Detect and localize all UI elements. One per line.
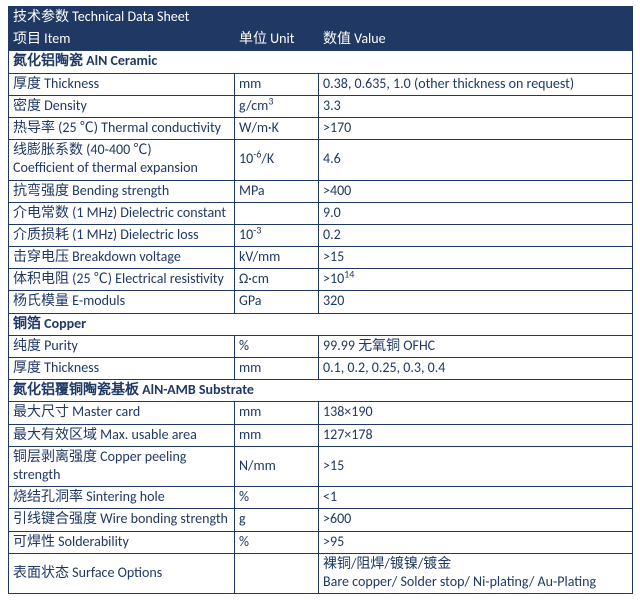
table-row: 最大尺寸 Master cardmm138×190 — [9, 402, 633, 424]
cell-value: 127×178 — [319, 424, 633, 446]
cell-unit: mm — [235, 402, 319, 424]
cell-unit — [235, 202, 319, 224]
table-row: 线膨胀系数 (40-400 ℃)Coefficient of thermal e… — [9, 140, 633, 180]
cell-item: 抗弯强度 Bending strength — [9, 180, 235, 202]
cell-value: <1 — [319, 487, 633, 509]
cell-unit: % — [235, 335, 319, 357]
cell-unit: 10-3 — [235, 224, 319, 246]
table-row: 击穿电压 Breakdown voltagekV/mm>15 — [9, 247, 633, 269]
cell-value: 138×190 — [319, 402, 633, 424]
section-heading: 氮化铝陶瓷 AlN Ceramic — [9, 51, 633, 73]
column-header-value: 数值 Value — [319, 29, 633, 51]
cell-item: 厚度 Thickness — [9, 358, 235, 380]
cell-item: 热导率 (25 ℃) Thermal conductivity — [9, 117, 235, 139]
technical-data-sheet-table: 技术参数 Technical Data Sheet项目 Item单位 Unit数… — [8, 6, 633, 594]
cell-item: 最大有效区域 Max. usable area — [9, 424, 235, 446]
table-row: 介电常数 (1 MHz) Dielectric constant 9.0 — [9, 202, 633, 224]
table-row: 引线键合强度 Wire bonding strengthg>600 — [9, 509, 633, 531]
cell-value: 99.99 无氧铜 OFHC — [319, 335, 633, 357]
cell-unit: mm — [235, 358, 319, 380]
section-heading: 氮化铝覆铜陶瓷基板 AlN-AMB Substrate — [9, 380, 633, 402]
cell-item: 烧结孔洞率 Sintering hole — [9, 487, 235, 509]
cell-unit — [235, 553, 319, 593]
cell-unit: GPa — [235, 291, 319, 313]
cell-value: >400 — [319, 180, 633, 202]
cell-value: 0.38, 0.635, 1.0 (other thickness on req… — [319, 73, 633, 95]
cell-unit: mm — [235, 424, 319, 446]
cell-value: >170 — [319, 117, 633, 139]
table-row: 密度 Densityg/cm33.3 — [9, 95, 633, 117]
cell-unit: Ω·cm — [235, 269, 319, 291]
cell-value: >15 — [319, 446, 633, 486]
cell-item: 体积电阻 (25 ℃) Electrical resistivity — [9, 269, 235, 291]
cell-value: 9.0 — [319, 202, 633, 224]
table-row: 热导率 (25 ℃) Thermal conductivityW/m·K>170 — [9, 117, 633, 139]
cell-unit: W/m·K — [235, 117, 319, 139]
cell-item: 最大尺寸 Master card — [9, 402, 235, 424]
cell-unit: g — [235, 509, 319, 531]
cell-value: >1014 — [319, 269, 633, 291]
cell-item: 介电常数 (1 MHz) Dielectric constant — [9, 202, 235, 224]
section-heading: 铜箔 Copper — [9, 313, 633, 335]
cell-value: 裸铜/阻焊/镀镍/镀金Bare copper/ Solder stop/ Ni-… — [319, 553, 633, 593]
table-row: 杨氏模量 E-modulsGPa320 — [9, 291, 633, 313]
cell-item: 线膨胀系数 (40-400 ℃)Coefficient of thermal e… — [9, 140, 235, 180]
cell-unit: kV/mm — [235, 247, 319, 269]
cell-value: 0.1, 0.2, 0.25, 0.3, 0.4 — [319, 358, 633, 380]
cell-unit: 10-6/K — [235, 140, 319, 180]
table-row: 厚度 Thicknessmm0.1, 0.2, 0.25, 0.3, 0.4 — [9, 358, 633, 380]
cell-item: 击穿电压 Breakdown voltage — [9, 247, 235, 269]
cell-unit: % — [235, 487, 319, 509]
sheet-title: 技术参数 Technical Data Sheet — [9, 7, 633, 29]
table-row: 可焊性 Solderability%>95 — [9, 531, 633, 553]
column-header-unit: 单位 Unit — [235, 29, 319, 51]
table-row: 表面状态 Surface Options 裸铜/阻焊/镀镍/镀金Bare copp… — [9, 553, 633, 593]
cell-unit: MPa — [235, 180, 319, 202]
cell-unit: % — [235, 531, 319, 553]
cell-value: 0.2 — [319, 224, 633, 246]
table-row: 纯度 Purity%99.99 无氧铜 OFHC — [9, 335, 633, 357]
table-row: 铜层剥离强度 Copper peeling strengthN/mm>15 — [9, 446, 633, 486]
table-row: 介质损耗 (1 MHz) Dielectric loss10-30.2 — [9, 224, 633, 246]
cell-item: 密度 Density — [9, 95, 235, 117]
cell-unit: mm — [235, 73, 319, 95]
cell-item: 铜层剥离强度 Copper peeling strength — [9, 446, 235, 486]
cell-unit: N/mm — [235, 446, 319, 486]
cell-value: >15 — [319, 247, 633, 269]
cell-unit: g/cm3 — [235, 95, 319, 117]
cell-item: 可焊性 Solderability — [9, 531, 235, 553]
cell-value: 4.6 — [319, 140, 633, 180]
cell-value: >600 — [319, 509, 633, 531]
cell-item: 表面状态 Surface Options — [9, 553, 235, 593]
cell-value: >95 — [319, 531, 633, 553]
cell-value: 320 — [319, 291, 633, 313]
cell-value: 3.3 — [319, 95, 633, 117]
table-row: 抗弯强度 Bending strengthMPa>400 — [9, 180, 633, 202]
column-header-item: 项目 Item — [9, 29, 235, 51]
cell-item: 厚度 Thickness — [9, 73, 235, 95]
cell-item: 介质损耗 (1 MHz) Dielectric loss — [9, 224, 235, 246]
cell-item: 杨氏模量 E-moduls — [9, 291, 235, 313]
table-row: 体积电阻 (25 ℃) Electrical resistivityΩ·cm>1… — [9, 269, 633, 291]
cell-item: 引线键合强度 Wire bonding strength — [9, 509, 235, 531]
table-row: 厚度 Thicknessmm0.38, 0.635, 1.0 (other th… — [9, 73, 633, 95]
table-row: 烧结孔洞率 Sintering hole%<1 — [9, 487, 633, 509]
cell-item: 纯度 Purity — [9, 335, 235, 357]
table-row: 最大有效区域 Max. usable areamm127×178 — [9, 424, 633, 446]
